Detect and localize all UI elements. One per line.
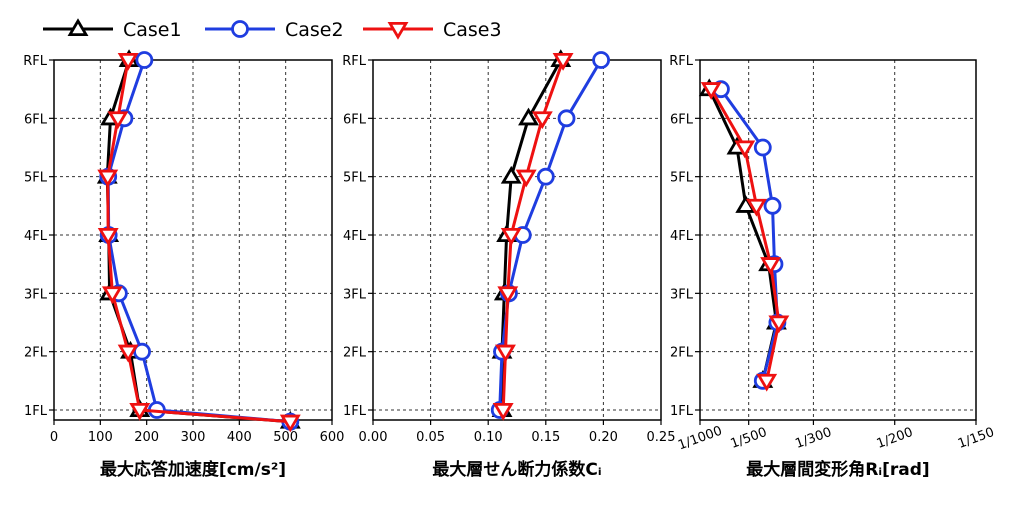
series-case2: [99, 51, 300, 431]
y-tick-label: 3FL: [670, 287, 694, 302]
legend-marker-icon: [67, 18, 89, 36]
x-tick-label: 1/500: [729, 425, 769, 452]
data-point-marker: [734, 140, 756, 159]
legend-marker-icon: [231, 20, 249, 38]
series-line: [106, 59, 291, 424]
data-point-marker: [531, 111, 553, 130]
y-tick-label: 2FL: [343, 346, 367, 361]
data-point-marker: [756, 373, 778, 392]
y-tick-label: 4FL: [670, 229, 694, 244]
data-point-marker: [495, 344, 516, 363]
x-tick-label: 0.10: [474, 430, 503, 445]
x-tick-label: 0.15: [531, 430, 560, 445]
y-tick-label: RFL: [342, 54, 367, 69]
data-point-marker: [552, 53, 574, 71]
x-tick-label: 500: [273, 430, 298, 445]
series-line: [709, 88, 781, 382]
x-tick-label: 200: [134, 430, 159, 445]
data-point-marker: [135, 51, 154, 69]
data-point-marker: [557, 109, 576, 128]
y-tick-label: 3FL: [343, 287, 367, 302]
x-axis-title: 最大応答加速度[cm/s²]: [100, 459, 286, 480]
legend-label: Case3: [443, 19, 502, 41]
y-tick-label: 5FL: [343, 171, 367, 186]
data-point-marker: [500, 165, 522, 184]
y-tick-label: 5FL: [670, 171, 694, 186]
chart-panel-2: 1FL 2FL 3FL 4FL 5FL 6FL RFL 0.00 0.05 0.10 0.15 0.2…: [342, 49, 676, 480]
x-tick-label: 0.05: [416, 430, 445, 445]
chart-panel-1: 1FL 2FL 3FL 4FL 5FL 6FL RFL 0 100 200 300 400 500 600…: [23, 49, 345, 480]
data-point-marker: [536, 167, 555, 186]
data-point-marker: [592, 51, 610, 69]
y-tick-label: 2FL: [670, 346, 694, 361]
plot-frame: [699, 59, 977, 421]
legend-marker-icon: [387, 21, 409, 40]
series-case3: [492, 53, 574, 421]
data-point-marker: [753, 138, 772, 157]
series-line: [106, 59, 291, 424]
data-point-marker: [746, 198, 767, 217]
data-point-marker: [133, 342, 151, 361]
x-axis-title: 最大層せん断力係数Cᵢ: [432, 459, 601, 480]
y-tick-label: 4FL: [343, 229, 367, 244]
legend-label: Case1: [123, 19, 182, 41]
x-tick-label: 0.00: [359, 430, 388, 445]
series-case3: [700, 82, 790, 392]
y-tick-label: 4FL: [24, 229, 48, 244]
y-tick-label: 6FL: [24, 112, 48, 127]
legend: Case1 Case2 Case3: [43, 18, 502, 41]
x-tick-label: 1/1000: [676, 424, 724, 454]
x-axis-title: 最大層間変形角Rᵢ[rad]: [746, 459, 929, 480]
y-tick-label: 1FL: [670, 404, 694, 419]
data-point-marker: [107, 111, 129, 130]
x-tick-label: 100: [88, 430, 113, 445]
series-line: [105, 59, 291, 424]
data-point-marker: [101, 286, 123, 305]
data-point-marker: [500, 227, 522, 246]
data-point-marker: [117, 53, 139, 71]
legend-entry-case1: Case1: [43, 18, 182, 41]
x-tick-label: 300: [181, 430, 206, 445]
y-tick-label: RFL: [23, 54, 48, 69]
data-point-marker: [768, 315, 790, 334]
legend-entry-case3: Case3: [363, 19, 502, 41]
x-tick-label: 1/200: [875, 425, 915, 452]
chart-panel-3: 1FL 2FL 3FL 4FL 5FL 6FL RFL 1/1000 1/500 1/300 1/2…: [669, 54, 996, 480]
legend-label: Case2: [285, 19, 344, 41]
data-point-marker: [117, 344, 139, 363]
series-line: [719, 88, 779, 382]
y-tick-label: 1FL: [24, 404, 48, 419]
y-tick-label: 3FL: [24, 287, 48, 302]
data-point-marker: [497, 286, 519, 305]
y-tick-label: 6FL: [343, 112, 367, 127]
plot-frame: [372, 59, 662, 421]
x-tick-label: 600: [320, 430, 345, 445]
data-point-marker: [97, 169, 119, 188]
data-point-marker: [760, 257, 782, 275]
data-point-marker: [279, 414, 301, 433]
y-tick-label: 6FL: [670, 112, 694, 127]
data-point-marker: [492, 402, 514, 421]
y-tick-label: 1FL: [343, 404, 367, 419]
y-tick-label: 2FL: [24, 346, 48, 361]
data-point-marker: [700, 82, 722, 100]
y-tick-label: RFL: [669, 54, 694, 69]
data-point-marker: [763, 196, 782, 215]
data-point-marker: [97, 227, 119, 246]
y-tick-label: 5FL: [24, 171, 48, 186]
x-tick-label: 0: [50, 430, 58, 445]
x-tick-label: 400: [227, 430, 252, 445]
charts: 1FL 2FL 3FL 4FL 5FL 6FL RFL 0 100 200 300 400 500 600…: [23, 49, 996, 480]
x-tick-label: 1/150: [956, 425, 996, 452]
x-tick-label: 0.25: [647, 430, 676, 445]
series-case3: [97, 53, 301, 433]
data-point-marker: [518, 107, 539, 126]
data-point-marker: [129, 402, 151, 421]
legend-entry-case2: Case2: [205, 19, 344, 41]
x-tick-label: 0.20: [589, 430, 618, 445]
x-tick-label: 1/300: [793, 425, 833, 452]
data-point-marker: [515, 169, 537, 188]
